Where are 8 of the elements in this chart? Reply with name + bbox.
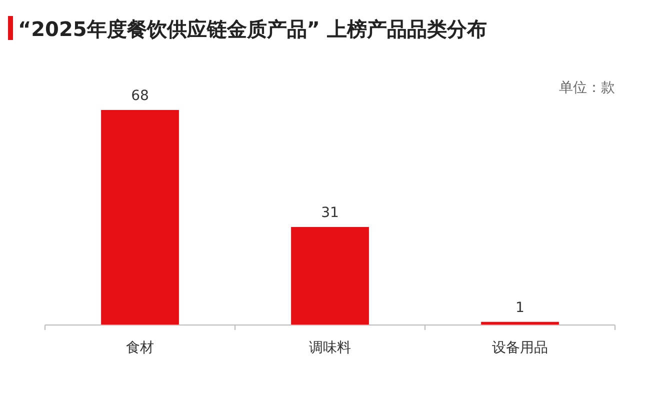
- chart-title: “2025年度餐饮供应链金质产品” 上榜产品品类分布: [18, 17, 487, 41]
- data-label: 68: [131, 88, 149, 104]
- text: 单位：款: [559, 80, 615, 96]
- x-tick-label: 食材: [126, 340, 154, 356]
- x-tick-label: 设备用品: [492, 340, 548, 356]
- data-label: 31: [321, 204, 339, 221]
- x-tick-label: 调味料: [309, 340, 351, 356]
- data-label: 1: [516, 300, 524, 316]
